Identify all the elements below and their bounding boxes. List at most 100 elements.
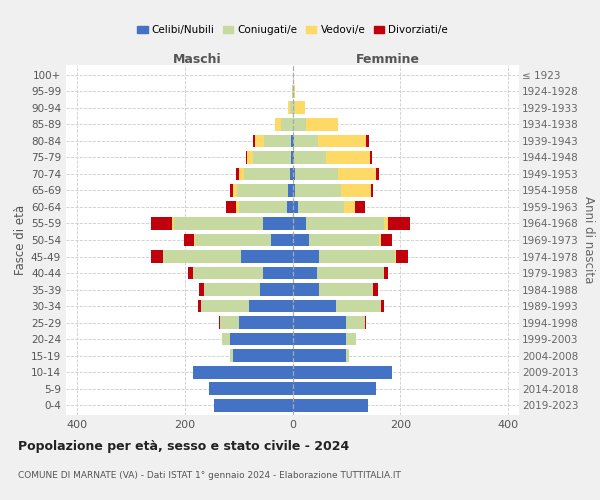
Bar (341, 184, 371, 197)
Bar (253, 134, 255, 147)
Bar (214, 398, 293, 411)
Bar (237, 184, 288, 197)
Bar (265, 134, 292, 147)
Bar (151, 250, 163, 263)
Bar (291, 151, 293, 164)
Bar (384, 217, 388, 230)
Bar (295, 184, 341, 197)
Bar (255, 134, 265, 147)
Bar (293, 118, 306, 131)
Bar (293, 217, 306, 230)
Bar (365, 316, 367, 329)
Text: Femmine: Femmine (356, 53, 419, 66)
Bar (318, 134, 367, 147)
Bar (293, 85, 295, 98)
Bar (263, 217, 293, 230)
Bar (172, 217, 174, 230)
Bar (288, 184, 293, 197)
Bar (293, 332, 346, 345)
Bar (199, 283, 203, 296)
Bar (275, 118, 281, 131)
Bar (250, 300, 293, 312)
Bar (370, 151, 373, 164)
Y-axis label: Fasce di età: Fasce di età (14, 205, 27, 275)
Bar (293, 151, 294, 164)
Bar (317, 266, 384, 280)
Bar (293, 168, 295, 180)
Bar (293, 300, 335, 312)
Bar (233, 349, 293, 362)
Bar (241, 250, 293, 263)
Bar (220, 316, 239, 329)
Bar (338, 168, 376, 180)
Bar (319, 250, 395, 263)
Bar (346, 349, 349, 362)
Bar (287, 200, 293, 213)
Bar (233, 184, 237, 197)
Bar (196, 234, 271, 246)
Bar (293, 382, 376, 395)
Bar (263, 266, 293, 280)
Bar (198, 300, 201, 312)
Bar (293, 200, 298, 213)
Bar (239, 168, 244, 180)
Bar (346, 332, 356, 345)
Bar (382, 300, 384, 312)
Bar (188, 266, 193, 280)
Bar (306, 217, 384, 230)
Text: Maschi: Maschi (173, 53, 221, 66)
Bar (281, 118, 293, 131)
Bar (346, 316, 365, 329)
Bar (253, 151, 291, 164)
Bar (193, 366, 293, 378)
Bar (201, 300, 250, 312)
Bar (396, 250, 408, 263)
Bar (293, 134, 318, 147)
Bar (226, 200, 236, 213)
Bar (293, 316, 346, 329)
Bar (290, 168, 293, 180)
Bar (395, 250, 396, 263)
Text: Popolazione per età, sesso e stato civile - 2024: Popolazione per età, sesso e stato civil… (18, 440, 349, 453)
Bar (236, 200, 239, 213)
Bar (163, 250, 241, 263)
Bar (293, 102, 295, 114)
Bar (271, 234, 293, 246)
Bar (293, 349, 346, 362)
Bar (293, 366, 392, 378)
Bar (295, 102, 305, 114)
Bar (203, 283, 260, 296)
Bar (319, 283, 373, 296)
Bar (306, 118, 338, 131)
Bar (308, 234, 379, 246)
Bar (223, 332, 230, 345)
Bar (293, 234, 308, 246)
Bar (174, 217, 263, 230)
Bar (230, 349, 233, 362)
Bar (193, 266, 263, 280)
Bar (373, 283, 378, 296)
Bar (230, 332, 293, 345)
Bar (247, 151, 253, 164)
Bar (344, 200, 355, 213)
Legend: Celibi/Nubili, Coniugati/e, Vedovi/e, Divorziati/e: Celibi/Nubili, Coniugati/e, Vedovi/e, Di… (133, 21, 452, 40)
Bar (209, 382, 293, 395)
Bar (298, 200, 344, 213)
Bar (382, 234, 392, 246)
Bar (151, 217, 172, 230)
Bar (292, 134, 293, 147)
Bar (239, 200, 287, 213)
Bar (293, 184, 295, 197)
Bar (294, 151, 326, 164)
Bar (376, 168, 379, 180)
Bar (287, 102, 290, 114)
Bar (335, 300, 382, 312)
Bar (326, 151, 370, 164)
Bar (290, 102, 293, 114)
Bar (367, 134, 369, 147)
Bar (194, 234, 196, 246)
Bar (293, 250, 319, 263)
Bar (245, 151, 247, 164)
Bar (230, 184, 233, 197)
Bar (295, 168, 338, 180)
